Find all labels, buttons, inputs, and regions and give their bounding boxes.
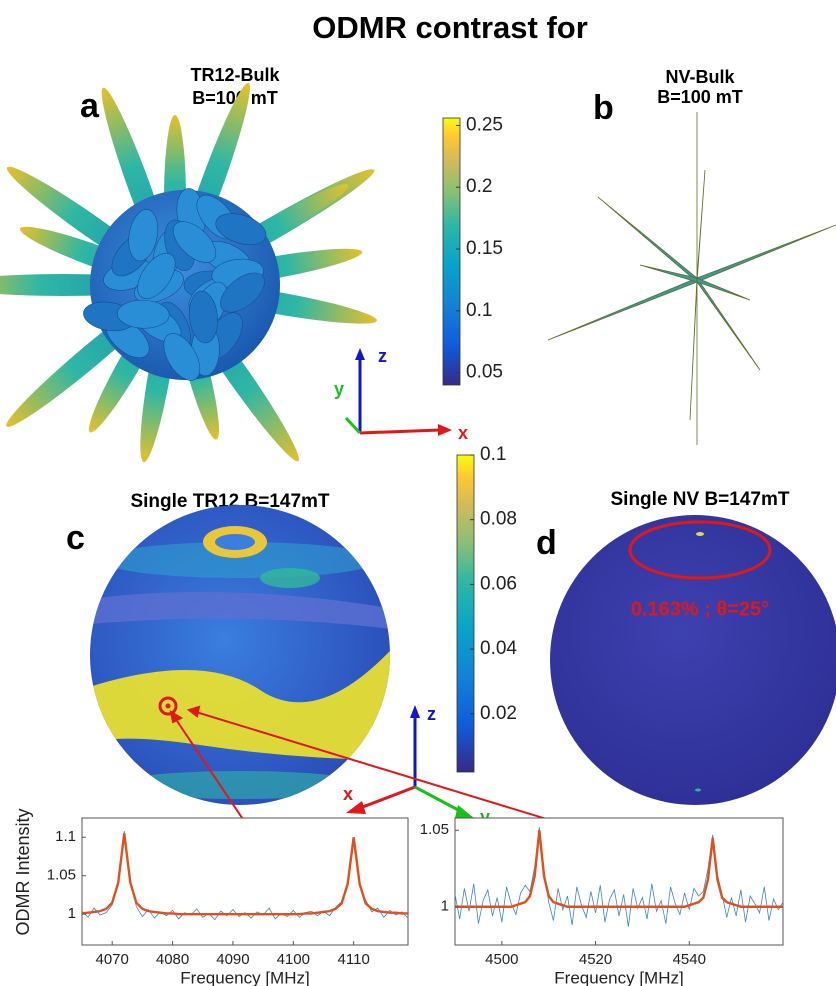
colorbar-tick-label: 0.1: [466, 300, 492, 321]
needle: [697, 225, 836, 282]
marker-dot: [166, 704, 171, 709]
nv-bulk-render: [548, 112, 836, 445]
panel-title: NV-Bulk: [665, 67, 735, 87]
needle: [690, 278, 697, 420]
x-arrow: [360, 787, 415, 808]
arrowhead: [455, 805, 474, 818]
colorbar-tick-label: 0.15: [466, 238, 503, 259]
panel-subtitle: B=100 mT: [657, 87, 743, 107]
sphere: [550, 515, 836, 805]
tr12-bulk-render: [0, 79, 380, 467]
y-tick-label: 1.05: [420, 821, 449, 838]
figure: ODMR contrast for a TR12-Bulk B=100 mT b…: [0, 0, 836, 986]
x-tick-label: 4110: [338, 951, 370, 968]
panel-title: TR12-Bulk: [190, 65, 280, 85]
x-tick-label: 4070: [95, 951, 128, 968]
single-nv-sphere: 0.163% ; θ=25°: [550, 515, 836, 805]
x-tick-label: 4500: [485, 951, 518, 968]
axis-letter: x: [343, 784, 353, 804]
needle: [598, 197, 697, 282]
colorbar-tick-label: 0.1: [480, 444, 506, 465]
colorbar-tick-label: 0.06: [480, 573, 517, 594]
colorbar: [443, 118, 460, 385]
y-arrow: [346, 418, 360, 433]
panel-letter: b: [593, 89, 614, 127]
colorbar-tick-label: 0.2: [466, 176, 492, 197]
x-tick-label: 4100: [277, 951, 310, 968]
axis-letter: x: [458, 423, 468, 443]
panel-letter: c: [66, 519, 85, 557]
arrowhead: [438, 424, 452, 436]
panel-title: Single NV B=147mT: [611, 489, 790, 510]
colorbar-tick-label: 0.05: [466, 362, 503, 383]
panel-letter: a: [80, 87, 100, 125]
hot-spot: [696, 532, 704, 536]
y-axis-label: ODMR Intensity: [13, 808, 33, 935]
x-tick-label: 4540: [673, 951, 706, 968]
needle: [548, 278, 697, 340]
axis-letter: z: [378, 346, 387, 366]
figure-title: ODMR contrast for: [312, 10, 588, 45]
x-axis-label: Frequency [MHz]: [554, 968, 683, 986]
arrowhead: [355, 348, 365, 360]
colorbar-tick-label: 0.04: [480, 638, 517, 659]
x-axis-label: Frequency [MHz]: [180, 968, 309, 986]
plot-area: [455, 818, 783, 945]
y-tick-label: 1.1: [55, 828, 76, 845]
colorbar-tick-label: 0.08: [480, 509, 517, 530]
x-tick-label: 4090: [216, 951, 249, 968]
arrowhead: [410, 705, 420, 718]
colorbar-tick-label: 0.02: [480, 703, 517, 724]
axis-letter: z: [427, 704, 436, 724]
x-tick-label: 4520: [579, 951, 612, 968]
axis-letter: y: [334, 379, 344, 399]
x-arrow: [360, 430, 440, 433]
y-tick-label: 1: [441, 898, 449, 915]
colorbar-tick-label: 0.25: [466, 114, 503, 135]
y-tick-label: 1: [68, 905, 76, 922]
annotation: 0.163% ; θ=25°: [631, 598, 769, 620]
needle: [697, 170, 705, 282]
figure-canvas: ODMR contrast for a TR12-Bulk B=100 mT b…: [0, 0, 836, 986]
hot-spot: [695, 789, 701, 792]
panel-letter: d: [536, 524, 557, 562]
y-tick-label: 1.05: [47, 867, 76, 884]
colorbar: [457, 455, 474, 772]
x-tick-label: 4080: [156, 951, 189, 968]
